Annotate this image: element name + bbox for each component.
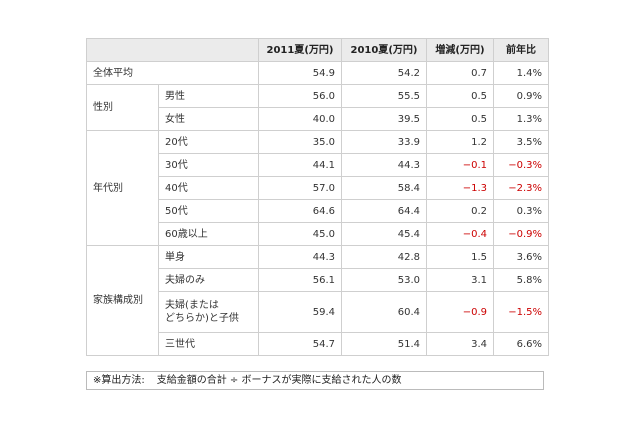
cell-diff: 1.5 bbox=[426, 245, 494, 269]
cell-diff: 3.1 bbox=[426, 268, 494, 292]
cell-2011: 54.9 bbox=[258, 61, 342, 85]
cell-2011: 40.0 bbox=[258, 107, 342, 131]
row-label-line2: どちらか)と子供 bbox=[165, 313, 239, 324]
table-row: 40代 57.0 58.4 −1.3 −2.3% bbox=[87, 176, 549, 200]
cell-ratio: 1.3% bbox=[493, 107, 549, 131]
table-row: 50代 64.6 64.4 0.2 0.3% bbox=[87, 199, 549, 223]
cell-2011: 56.0 bbox=[258, 84, 342, 108]
cell-2011: 59.4 bbox=[258, 291, 342, 333]
cell-diff: 0.5 bbox=[426, 84, 494, 108]
cell-ratio: 0.3% bbox=[493, 199, 549, 223]
cell-diff: 0.7 bbox=[426, 61, 494, 85]
header-2011: 2011夏(万円) bbox=[258, 38, 342, 62]
cell-2010: 58.4 bbox=[341, 176, 427, 200]
table-header-row: 2011夏(万円) 2010夏(万円) 増減(万円) 前年比 bbox=[86, 38, 549, 62]
row-label: 単身 bbox=[158, 245, 259, 269]
row-label: 夫婦のみ bbox=[158, 268, 259, 292]
cell-diff: −1.3 bbox=[426, 176, 494, 200]
cell-2010: 53.0 bbox=[341, 268, 427, 292]
cell-ratio: 5.8% bbox=[493, 268, 549, 292]
cell-ratio: 1.4% bbox=[493, 61, 549, 85]
cell-2010: 55.5 bbox=[341, 84, 427, 108]
cell-2010: 54.2 bbox=[341, 61, 427, 85]
header-blank bbox=[86, 38, 259, 62]
cell-2011: 64.6 bbox=[258, 199, 342, 223]
note-prefix: ※算出方法: bbox=[93, 375, 145, 386]
table-row: 家族構成別 単身 44.3 42.8 1.5 3.6% bbox=[86, 245, 549, 356]
cell-diff: 1.2 bbox=[426, 130, 494, 154]
bonus-table: 2011夏(万円) 2010夏(万円) 増減(万円) 前年比 全体平均 54.9… bbox=[86, 38, 549, 356]
group-label-gender: 性別 bbox=[86, 84, 159, 131]
cell-ratio: 3.6% bbox=[493, 245, 549, 269]
header-diff: 増減(万円) bbox=[426, 38, 494, 62]
calculation-note: ※算出方法: 支給金額の合計 ÷ ボーナスが実際に支給された人の数 bbox=[86, 371, 544, 390]
header-2010: 2010夏(万円) bbox=[341, 38, 427, 62]
row-label: 男性 bbox=[158, 84, 259, 108]
table-row: 性別 男性 56.0 55.5 0.5 0.9% bbox=[86, 84, 549, 131]
cell-2011: 45.0 bbox=[258, 222, 342, 246]
cell-diff: 0.2 bbox=[426, 199, 494, 223]
cell-2011: 54.7 bbox=[258, 332, 342, 356]
cell-2010: 42.8 bbox=[341, 245, 427, 269]
row-label: 女性 bbox=[158, 107, 259, 131]
header-ratio: 前年比 bbox=[493, 38, 549, 62]
cell-2011: 56.1 bbox=[258, 268, 342, 292]
cell-diff: 3.4 bbox=[426, 332, 494, 356]
cell-ratio: −0.9% bbox=[493, 222, 549, 246]
cell-diff: −0.9 bbox=[426, 291, 494, 333]
cell-diff: 0.5 bbox=[426, 107, 494, 131]
cell-2010: 51.4 bbox=[341, 332, 427, 356]
row-label: 夫婦(または どちらか)と子供 bbox=[158, 291, 259, 333]
cell-2011: 44.3 bbox=[258, 245, 342, 269]
row-label: 60歳以上 bbox=[158, 222, 259, 246]
cell-2010: 44.3 bbox=[341, 153, 427, 177]
row-label: 三世代 bbox=[158, 332, 259, 356]
cell-2010: 60.4 bbox=[341, 291, 427, 333]
cell-2011: 57.0 bbox=[258, 176, 342, 200]
cell-diff: −0.4 bbox=[426, 222, 494, 246]
cell-2010: 33.9 bbox=[341, 130, 427, 154]
row-label: 50代 bbox=[158, 199, 259, 223]
cell-ratio: 0.9% bbox=[493, 84, 549, 108]
cell-2011: 44.1 bbox=[258, 153, 342, 177]
cell-ratio: 3.5% bbox=[493, 130, 549, 154]
cell-2010: 45.4 bbox=[341, 222, 427, 246]
cell-ratio: 6.6% bbox=[493, 332, 549, 356]
note-text: 支給金額の合計 ÷ ボーナスが実際に支給された人の数 bbox=[156, 375, 402, 386]
cell-ratio: −2.3% bbox=[493, 176, 549, 200]
cell-2010: 39.5 bbox=[341, 107, 427, 131]
row-label: 30代 bbox=[158, 153, 259, 177]
cell-ratio: −0.3% bbox=[493, 153, 549, 177]
table-row: 60歳以上 45.0 45.4 −0.4 −0.9% bbox=[87, 222, 549, 246]
row-label: 40代 bbox=[158, 176, 259, 200]
table-row: 三世代 54.7 51.4 3.4 6.6% bbox=[87, 332, 549, 356]
table-row: 年代別 20代 35.0 33.9 1.2 3.5% bbox=[86, 130, 549, 246]
cell-ratio: −1.5% bbox=[493, 291, 549, 333]
group-label-family: 家族構成別 bbox=[86, 245, 159, 356]
cell-2010: 64.4 bbox=[341, 199, 427, 223]
table-row: 全体平均 54.9 54.2 0.7 1.4% bbox=[86, 61, 549, 85]
table-row: 夫婦のみ 56.1 53.0 3.1 5.8% bbox=[87, 268, 549, 292]
table-row: 女性 40.0 39.5 0.5 1.3% bbox=[87, 107, 549, 131]
row-label-line1: 夫婦(または bbox=[165, 300, 219, 311]
cell-2011: 35.0 bbox=[258, 130, 342, 154]
cell-diff: −0.1 bbox=[426, 153, 494, 177]
row-label-overall: 全体平均 bbox=[86, 61, 259, 85]
row-label: 20代 bbox=[158, 130, 259, 154]
group-label-age: 年代別 bbox=[86, 130, 159, 246]
